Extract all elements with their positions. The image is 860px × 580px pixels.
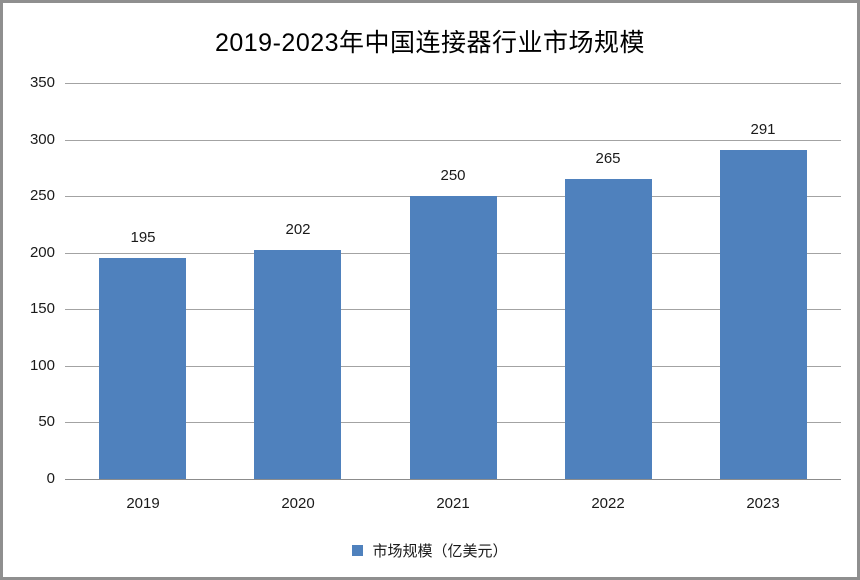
chart-title: 2019-2023年中国连接器行业市场规模	[214, 29, 646, 57]
gridline	[65, 83, 841, 84]
y-axis-label: 150	[29, 300, 55, 317]
bar-2022	[565, 179, 652, 479]
x-axis-label: 2022	[591, 495, 625, 512]
y-axis-label: 50	[38, 413, 55, 430]
bar-2019	[99, 258, 186, 479]
bar-2023	[720, 150, 807, 479]
y-axis-label: 250	[29, 187, 55, 204]
x-axis-label: 2021	[436, 495, 470, 512]
x-axis-label: 2023	[746, 495, 780, 512]
x-axis-label: 2019	[126, 495, 160, 512]
bar-value-label: 265	[595, 150, 621, 167]
y-axis-label: 0	[46, 470, 55, 487]
legend-label: 市场规模（亿美元）	[372, 542, 508, 560]
y-axis-label: 350	[29, 74, 55, 91]
x-axis-label: 2020	[281, 495, 315, 512]
bar-2021	[410, 196, 497, 479]
legend: 市场规模（亿美元）	[3, 539, 857, 561]
bar-value-label: 202	[285, 221, 311, 238]
y-axis-label: 200	[29, 244, 55, 261]
bar-value-label: 195	[130, 229, 156, 246]
gridline	[65, 140, 841, 141]
bar-value-label: 250	[440, 167, 466, 184]
bar-value-label: 291	[750, 121, 776, 138]
y-axis-label: 100	[29, 357, 55, 374]
x-axis-line	[65, 479, 841, 480]
y-axis-label: 300	[29, 131, 55, 148]
bar-2020	[254, 250, 341, 479]
legend-swatch-icon	[352, 544, 364, 556]
